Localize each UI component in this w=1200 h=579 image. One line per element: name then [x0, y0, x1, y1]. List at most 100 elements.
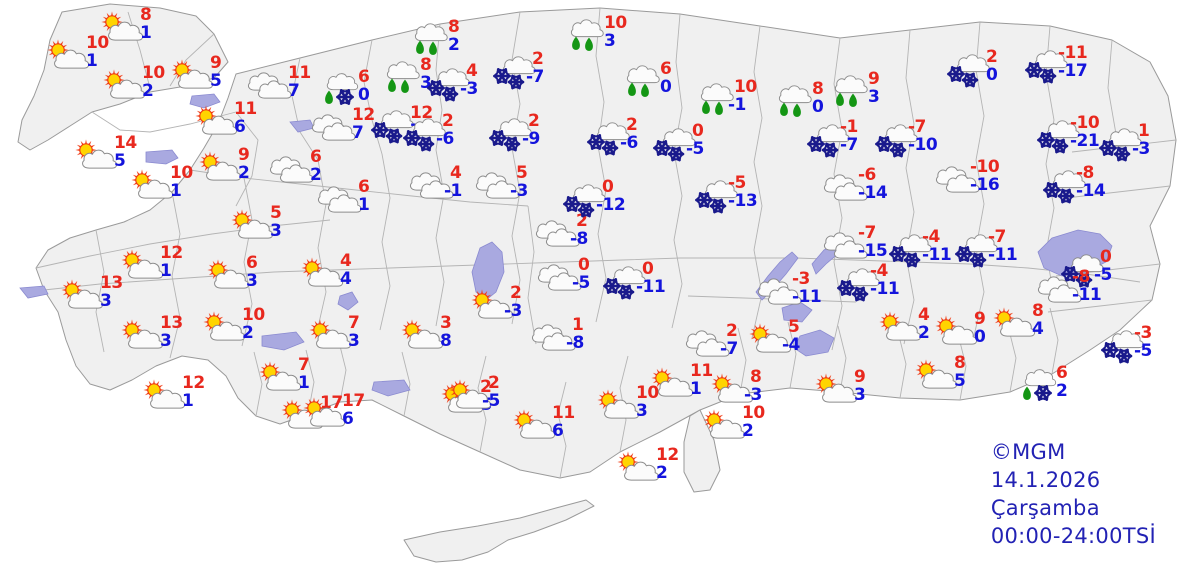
temperature-max: 10: [142, 63, 165, 83]
temperature-min: -4: [782, 335, 800, 355]
temperature-max: 17: [320, 393, 343, 413]
map-caption: ©MGM 14.1.2026 Çarşamba 00:00-24:00TSİ: [991, 438, 1156, 550]
temperature-max: 2: [532, 49, 544, 69]
temperature-max: 2: [442, 111, 454, 131]
temperature-min: -12: [596, 195, 626, 215]
station-temperatures: 13 3: [160, 313, 190, 352]
temperature-min: 2: [242, 323, 254, 343]
station-temperatures: -11 -17: [1058, 45, 1094, 82]
temperature-min: -3: [504, 301, 522, 321]
temperature-max: 9: [854, 367, 866, 387]
temperature-min: -1: [444, 181, 462, 201]
cloud-icon: [316, 182, 362, 216]
snow-cloud-icon: [804, 122, 850, 158]
cloud-icon: [756, 274, 802, 308]
temperature-min: 2: [142, 81, 154, 101]
snow-cloud-icon: [1098, 328, 1144, 364]
cloud-icon: [1036, 272, 1082, 306]
temperature-min: 3: [160, 331, 172, 351]
temperature-max: 10: [170, 163, 193, 183]
temperature-max: 8: [140, 5, 152, 25]
station-temperatures: -6 -14: [858, 167, 894, 204]
station-temperatures: -1 -7: [840, 119, 876, 156]
station-temperatures: -7 -15: [858, 225, 894, 262]
temperature-min: 4: [1032, 319, 1044, 339]
temperature-max: 6: [660, 59, 672, 79]
temperature-min: 1: [298, 373, 310, 393]
temperature-min: 8: [440, 331, 452, 351]
sun-cloud-icon: [990, 306, 1036, 340]
temperature-min: -5: [482, 391, 500, 411]
station-temperatures: 14 5: [114, 135, 144, 172]
temperature-min: 6: [552, 421, 564, 441]
temperature-min: 2: [1056, 381, 1068, 401]
snow-cloud-icon: [944, 52, 990, 88]
station-temperatures: 5 -4: [782, 319, 818, 356]
temperature-min: 2: [238, 163, 250, 183]
station-temperatures: 11 7: [288, 65, 318, 102]
temperature-min: 1: [690, 379, 702, 399]
sun-cloud-icon: [446, 378, 492, 412]
temperature-max: 12: [656, 445, 679, 465]
temperature-min: 3: [636, 401, 648, 421]
temperature-min: 0: [812, 97, 824, 117]
temperature-min: -10: [908, 135, 938, 155]
temperature-min: -5: [572, 273, 590, 293]
temperature-min: -6: [436, 129, 454, 149]
temperature-max: 12: [182, 373, 205, 393]
station-temperatures: 2 -7: [526, 49, 562, 88]
temperature-max: 2: [510, 283, 522, 303]
temperature-max: 0: [642, 259, 654, 279]
temperature-min: 2: [448, 35, 460, 55]
station-temperatures: -4 -11: [870, 263, 906, 300]
rain-snow-cloud-icon: [1014, 368, 1060, 402]
temperature-max: 2: [626, 115, 638, 135]
temperature-max: 8: [420, 55, 432, 75]
forecast-weekday: Çarşamba: [990, 496, 1100, 520]
temperature-min: -11: [870, 279, 900, 299]
station-temperatures: 1 -8: [566, 317, 602, 354]
sun-cloud-icon: [812, 372, 858, 406]
temperature-min: -9: [522, 129, 540, 149]
snow-cloud-icon: [1096, 126, 1142, 162]
temperature-min: -15: [858, 241, 888, 261]
sun-cloud-icon: [118, 318, 164, 352]
sun-cloud-icon: [300, 396, 346, 430]
station-temperatures: 4 -3: [460, 63, 496, 100]
station-temperatures: 2 -9: [522, 113, 558, 150]
temperature-max: 10: [742, 403, 765, 423]
temperature-max: 6: [358, 177, 370, 197]
station-temperatures: 2 -6: [436, 111, 472, 150]
sun-cloud-icon: [228, 208, 274, 242]
station-temperatures: 10 1: [86, 35, 116, 72]
temperature-max: 13: [160, 313, 183, 333]
sun-cloud-icon: [72, 138, 118, 172]
station-temperatures: 0 -12: [596, 179, 632, 216]
temperature-min: 6: [234, 117, 246, 137]
sun-cloud-icon: [932, 314, 978, 348]
temperature-min: -16: [970, 175, 1000, 195]
sun-cloud-icon: [192, 104, 238, 138]
rain-snow-cloud-icon: [316, 72, 362, 106]
temperature-min: -8: [570, 229, 588, 249]
rain-cloud-icon: [378, 60, 424, 94]
temperature-min: -11: [1072, 285, 1102, 305]
station-temperatures: 12 1: [160, 245, 190, 282]
snow-cloud-icon: [692, 178, 738, 214]
sun-cloud-icon: [398, 318, 444, 352]
sun-cloud-icon: [876, 310, 922, 344]
snow-cloud-icon: [650, 126, 696, 162]
temperature-min: -14: [1076, 181, 1106, 201]
sun-cloud-icon: [100, 68, 146, 102]
temperature-max: -7: [908, 117, 926, 137]
sun-cloud-icon: [746, 322, 792, 356]
station-temperatures: -10 -16: [970, 159, 1006, 196]
temperature-min: 3: [854, 385, 866, 405]
temperature-min: 2: [656, 463, 668, 483]
